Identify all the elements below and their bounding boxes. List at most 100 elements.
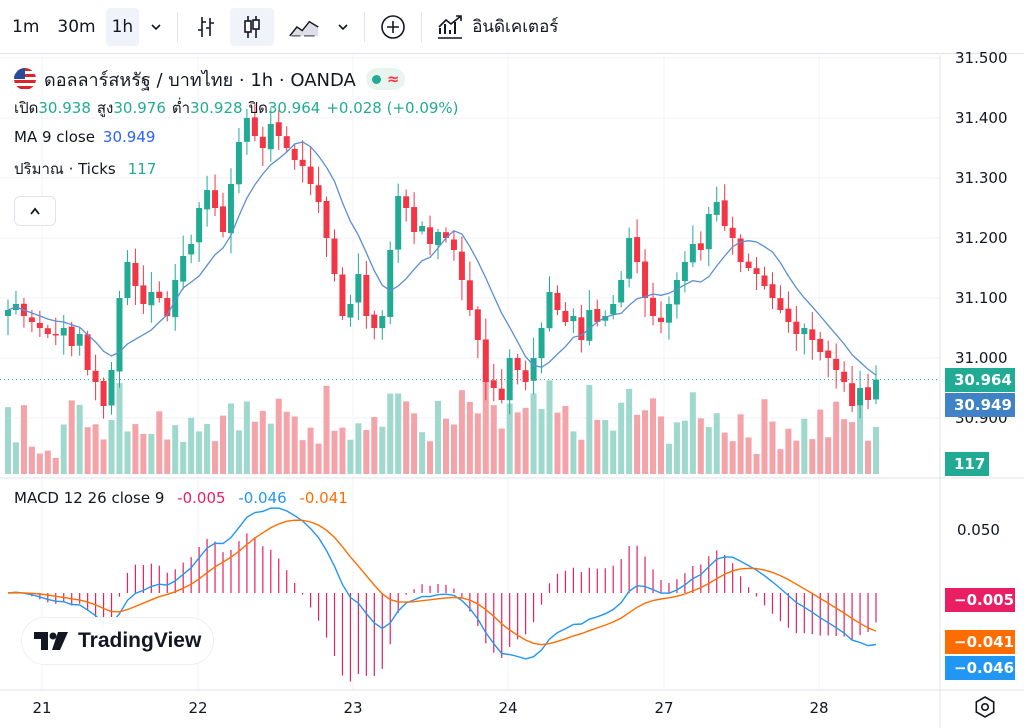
macd-legend[interactable]: MACD 12 26 close 9 -0.005 -0.046 -0.041	[14, 489, 348, 507]
candle-body	[873, 379, 879, 400]
candle-body	[124, 262, 131, 299]
candle-body	[729, 227, 736, 238]
volume-bar	[801, 418, 808, 474]
volume-bar	[403, 401, 410, 474]
chevron-down-icon[interactable]	[330, 8, 356, 46]
volume-bar	[538, 408, 545, 474]
macd-axis-tick: 0.050	[957, 521, 1000, 539]
tradingview-logo[interactable]: TradingView	[22, 618, 214, 664]
volume-bar	[458, 390, 465, 474]
candle-body	[498, 388, 505, 400]
volume-bar	[355, 423, 362, 474]
area-style-icon[interactable]	[282, 8, 326, 46]
interval-30m-button[interactable]: 30m	[57, 16, 96, 37]
volume-bar	[594, 419, 601, 474]
volume-bar	[713, 413, 720, 474]
volume-bar	[602, 419, 609, 474]
candle-body	[196, 208, 203, 243]
low-value: 30.928	[190, 99, 243, 117]
volume-bar	[769, 421, 776, 474]
volume-bar	[132, 424, 139, 474]
volume-bar	[729, 441, 736, 474]
candle-body	[657, 317, 664, 322]
volume-bar	[626, 388, 633, 474]
ma-legend[interactable]: MA 9 close 30.949	[14, 122, 465, 152]
interval-1m-button[interactable]: 1m	[12, 16, 40, 37]
volume-bar	[259, 410, 266, 474]
candle-body	[817, 338, 824, 352]
bar-style-icon[interactable]	[186, 8, 226, 46]
volume-bar	[673, 422, 680, 474]
volume-bar	[817, 409, 824, 474]
symbol-title[interactable]: ดอลลาร์สหรัฐ / บาทไทย · 1h · OANDA	[44, 69, 356, 91]
macd-hist-badge: −0.005	[945, 588, 1015, 612]
volume-bar	[610, 430, 617, 474]
volume-bar	[212, 441, 219, 474]
volume-bar	[196, 431, 203, 474]
candle-body	[140, 285, 147, 304]
price-axis-tick: 31.100	[955, 289, 1008, 307]
candle-body	[60, 328, 67, 336]
candle-body	[689, 244, 696, 263]
candle-body	[626, 238, 633, 279]
candle-body	[251, 117, 258, 136]
candle-body	[331, 238, 338, 274]
indicators-button[interactable]: อินดิเคเตอร์	[430, 8, 564, 46]
candle-body	[36, 322, 43, 328]
macd-hist-value: -0.005	[177, 489, 226, 507]
candle-body	[355, 274, 362, 303]
volume-bar	[761, 399, 768, 474]
candle-body	[514, 358, 521, 370]
volume-bar	[506, 403, 513, 474]
volume-bar	[745, 437, 752, 474]
volume-bar	[411, 413, 418, 474]
volume-badge: 117	[945, 452, 989, 476]
candle-body	[450, 239, 457, 250]
volume-bar	[28, 446, 35, 474]
time-axis-tick: 22	[188, 699, 207, 717]
toolbar-divider	[364, 11, 366, 42]
candle-body	[188, 244, 195, 255]
volume-bar	[299, 440, 306, 474]
volume-bar	[554, 412, 561, 474]
volume-bar	[283, 411, 290, 474]
candle-body	[156, 291, 163, 298]
candle-body	[650, 297, 657, 316]
volume-bar	[841, 419, 848, 474]
macd-signal-value: -0.041	[299, 489, 348, 507]
volume-bar	[76, 404, 83, 474]
volume-bar	[116, 383, 123, 474]
candle-body	[825, 350, 832, 358]
volume-bar	[865, 440, 872, 474]
volume-bar	[52, 457, 59, 474]
volume-bar	[379, 426, 386, 474]
volume-bar	[450, 424, 457, 474]
macd-label: MACD 12 26 close 9	[14, 489, 165, 507]
candle-body	[235, 142, 242, 185]
candle-body	[458, 251, 465, 280]
candle-style-icon[interactable]	[230, 7, 275, 46]
volume-bar	[665, 443, 672, 474]
candle-body	[562, 310, 569, 322]
candle-body	[538, 328, 545, 359]
candle-body	[482, 339, 489, 382]
volume-bar	[36, 453, 43, 474]
chevron-down-icon[interactable]	[143, 8, 169, 46]
volume-legend[interactable]: ปริมาณ · Ticks 117	[14, 152, 465, 186]
chart-settings-icon[interactable]	[972, 694, 998, 720]
volume-bar	[737, 414, 744, 474]
candle-body	[602, 316, 609, 321]
collapse-legend-button[interactable]	[14, 196, 56, 226]
candle-body	[849, 383, 856, 406]
interval-1h-button[interactable]: 1h	[105, 7, 140, 46]
toolbar-divider	[177, 11, 179, 42]
add-icon[interactable]	[373, 8, 413, 46]
market-status-pill[interactable]: ≈	[365, 68, 406, 90]
price-axis-tick: 31.000	[955, 349, 1008, 367]
volume-bar	[5, 407, 11, 474]
candle-body	[801, 328, 808, 335]
volume-bar	[220, 415, 227, 474]
macd-line-badge: −0.046	[945, 656, 1015, 680]
candle-body	[793, 321, 800, 334]
